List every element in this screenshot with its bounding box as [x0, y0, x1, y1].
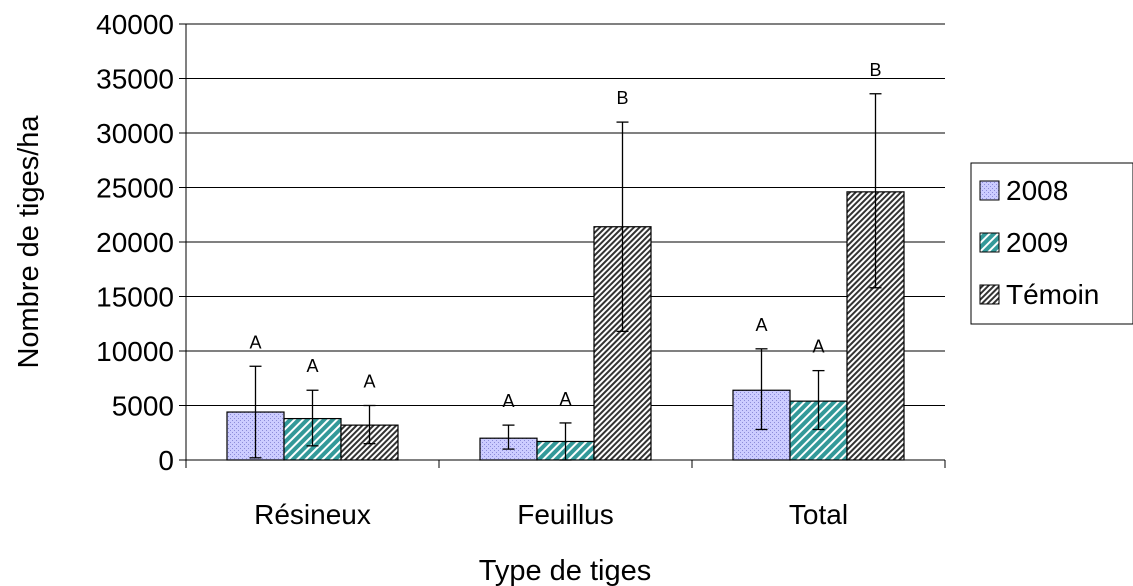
significance-letter: A	[502, 391, 514, 411]
error-bar	[306, 389, 319, 447]
significance-letter: A	[812, 337, 824, 357]
y-tick-label: 15000	[96, 282, 174, 313]
significance-letter: A	[249, 332, 261, 352]
legend-item: Témoin	[979, 279, 1099, 310]
legend: 2008 2009 Témoin	[970, 162, 1133, 325]
axis-labels: 0 5000 10000 15000 20000 25000 30000 35000 40000…	[96, 9, 848, 530]
significance-letters: A A A A A B A A B	[249, 60, 881, 411]
legend-label: Témoin	[1006, 279, 1099, 310]
gridlines	[186, 23, 945, 406]
legend-label: 2009	[1006, 227, 1068, 258]
y-tick-label: 25000	[96, 173, 174, 204]
error-bar	[869, 93, 882, 289]
y-tick-label: 30000	[96, 118, 174, 149]
significance-letter: B	[616, 88, 628, 108]
error-bars	[249, 93, 882, 461]
error-bar	[755, 348, 768, 431]
bars	[226, 191, 905, 461]
y-axis-title: Nombre de tiges/ha	[13, 115, 45, 369]
y-tick-label: 5000	[112, 391, 174, 422]
significance-letter: A	[559, 389, 571, 409]
category-label: Feuillus	[517, 499, 613, 530]
legend-swatch	[979, 284, 1000, 305]
significance-letter: A	[306, 356, 318, 376]
y-tick-label: 40000	[96, 9, 174, 40]
error-bar	[616, 121, 629, 333]
significance-letter: B	[869, 60, 881, 80]
legend-item: 2008	[979, 175, 1068, 206]
category-label: Résineux	[254, 499, 371, 530]
error-bar	[559, 422, 572, 461]
y-tick-label: 20000	[96, 227, 174, 258]
error-bar	[502, 424, 515, 450]
significance-letter: A	[363, 372, 375, 392]
error-bar	[812, 369, 825, 431]
y-tick-label: 0	[158, 445, 174, 476]
category-label: Total	[789, 499, 848, 530]
y-tick-label: 35000	[96, 64, 174, 95]
legend-swatch	[979, 232, 1000, 253]
error-bar	[249, 365, 262, 459]
legend-label: 2008	[1006, 175, 1068, 206]
y-tick-label: 10000	[96, 336, 174, 367]
significance-letter: A	[755, 315, 767, 335]
legend-item: 2009	[979, 227, 1068, 258]
error-bar	[363, 404, 376, 445]
legend-swatch	[979, 180, 1000, 201]
x-axis-title: Type de tiges	[479, 555, 652, 586]
